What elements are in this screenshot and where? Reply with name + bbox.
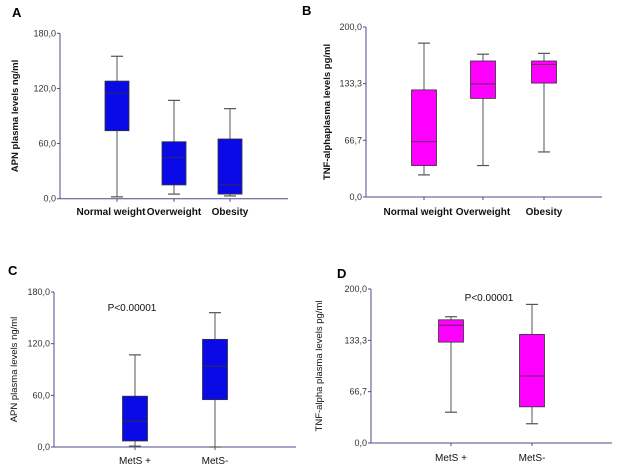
box-iqr: [202, 338, 228, 401]
category-label: Normal weight: [384, 207, 454, 218]
category-label: MetS-: [202, 456, 229, 467]
panel-letter: D: [337, 266, 346, 281]
y-tick-label: 0,0: [349, 192, 362, 202]
y-tick-label: 180,0: [27, 287, 50, 297]
y-tick-label: 133,3: [339, 79, 362, 89]
p-value-annotation: P<0.00001: [465, 293, 514, 304]
box-iqr: [519, 334, 545, 408]
category-label: Normal weight: [77, 207, 147, 218]
category-label: MetS +: [119, 456, 151, 467]
panel-b: B 0,0 66,7 133,3 200,0 TNF-alphaplasma levels…: [302, 3, 602, 218]
box-mets-: MetS-: [519, 303, 546, 464]
box-iqr: [122, 395, 148, 442]
y-tick-label: 66,7: [344, 135, 362, 145]
y-axis-label: APN plasma levels ng/ml: [9, 317, 20, 423]
category-label: Overweight: [147, 207, 202, 218]
box-iqr: [217, 138, 243, 195]
panel-a: A 0,0 60,0 120,0 180,0 APN plasma levels ng/m…: [10, 5, 288, 218]
category-label: Overweight: [456, 207, 511, 218]
y-tick-label: 60,0: [38, 139, 56, 149]
y-tick-label: 120,0: [27, 339, 50, 349]
panel-letter: C: [8, 263, 18, 278]
y-axis-label: APN plasma levels ng/ml: [10, 60, 21, 172]
y-tick-label: 133,3: [344, 335, 367, 345]
y-tick-label: 120,0: [33, 83, 56, 93]
box-overweight: Overweight: [147, 99, 202, 218]
y-tick-label: 200,0: [344, 284, 367, 294]
box-obesity: Obesity: [212, 108, 249, 218]
box-mets-: MetS +: [435, 316, 467, 464]
y-axis-label: TNF-alpha plasma levels pg/ml: [314, 301, 325, 432]
box-iqr: [104, 80, 130, 132]
box-iqr: [161, 141, 187, 186]
category-label: MetS-: [519, 453, 546, 464]
box-iqr: [411, 89, 437, 166]
panel-letter: B: [302, 3, 311, 18]
y-tick-label: 0,0: [43, 194, 56, 204]
box-mets-: MetS-: [202, 312, 229, 467]
box-normal-weight: Normal weight: [384, 42, 454, 218]
category-label: MetS +: [435, 453, 467, 464]
box-iqr: [470, 60, 496, 99]
category-label: Obesity: [526, 207, 563, 218]
y-tick-label: 66,7: [349, 387, 367, 397]
y-axis-label: TNF-alphaplasma levels pg/ml: [322, 44, 333, 180]
panel-c: C 0,0 60,0 120,0 180,0 APN plasma levels ng/m…: [8, 263, 296, 467]
y-tick-label: 180,0: [33, 28, 56, 38]
panel-d: D 0,0 66,7 133,3 200,0 TNF-alpha plasma level…: [314, 266, 612, 464]
box-mets-: MetS +: [119, 354, 151, 467]
box-obesity: Obesity: [526, 52, 563, 218]
y-tick-label: 200,0: [339, 22, 362, 32]
box-iqr: [438, 319, 464, 343]
box-iqr: [531, 60, 557, 84]
y-tick-label: 60,0: [32, 390, 50, 400]
y-tick-label: 0,0: [354, 438, 367, 448]
category-label: Obesity: [212, 207, 249, 218]
box-normal-weight: Normal weight: [77, 55, 147, 218]
box-overweight: Overweight: [456, 53, 511, 218]
p-value-annotation: P<0.00001: [108, 303, 157, 314]
panel-letter: A: [12, 5, 22, 20]
y-tick-label: 0,0: [37, 442, 50, 452]
